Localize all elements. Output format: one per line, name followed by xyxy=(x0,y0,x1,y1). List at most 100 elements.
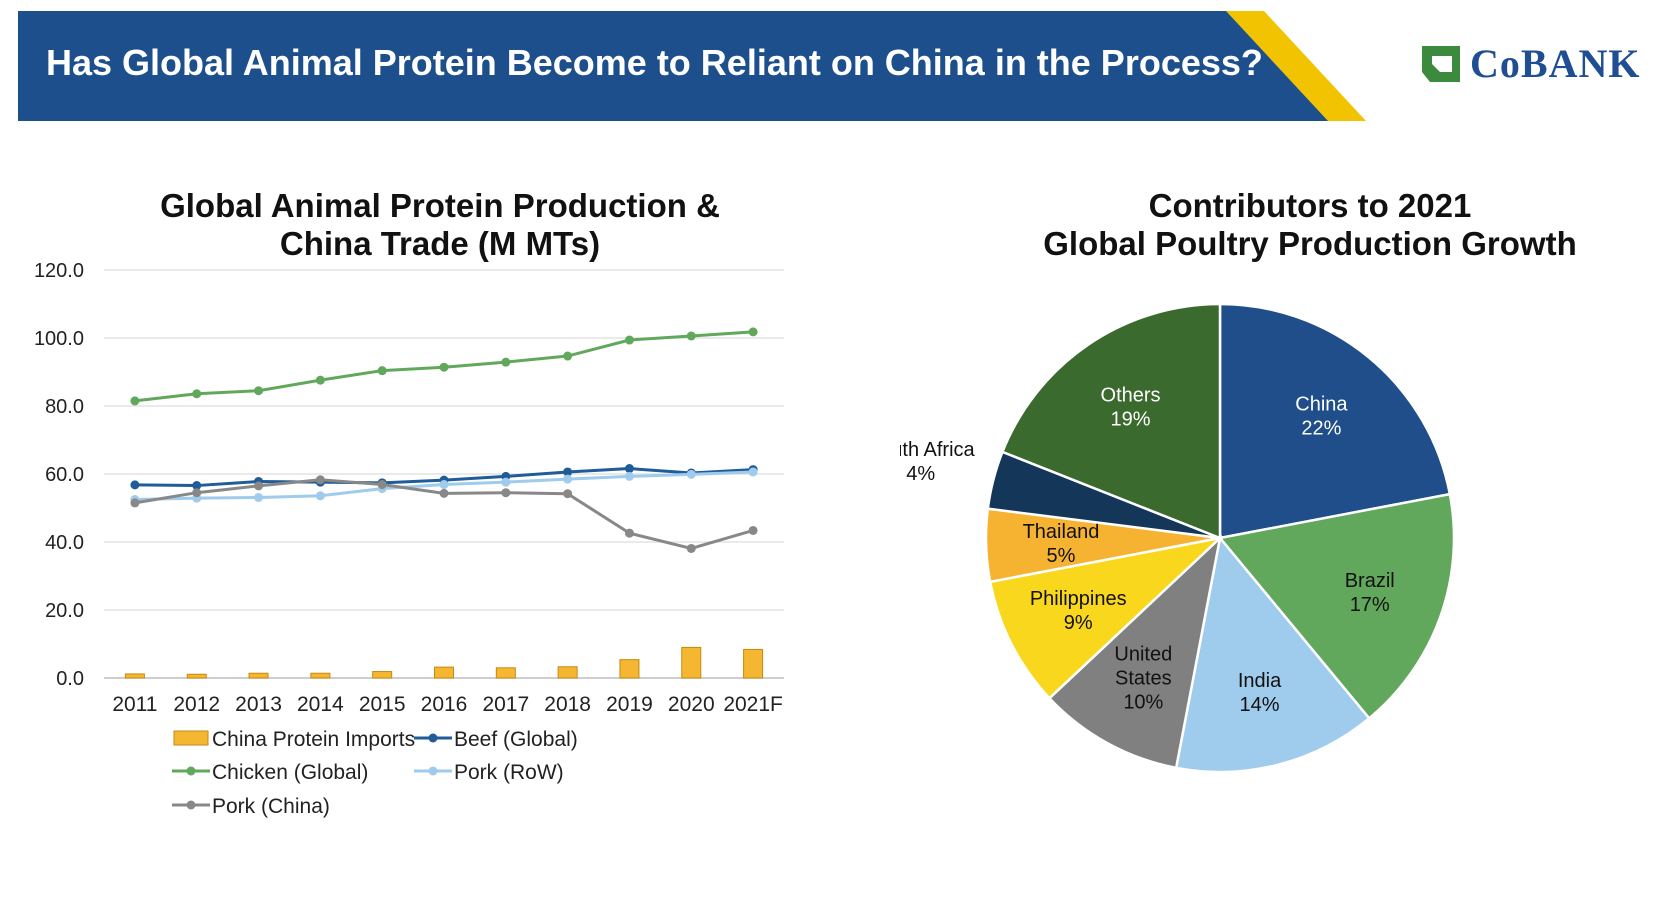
bar-china-protein-imports xyxy=(186,673,207,679)
pie-label-south-africa: South Africa xyxy=(900,439,976,461)
line-chart-title-line1: Global Animal Protein Production & xyxy=(160,187,720,224)
point-chicken-global xyxy=(501,357,511,367)
point-pork-row xyxy=(439,480,449,490)
pie-value-thailand: 5% xyxy=(1047,545,1076,567)
y-tick-label: 20.0 xyxy=(45,600,84,622)
point-beef-global xyxy=(624,464,634,474)
pie-value-china: 22% xyxy=(1301,417,1341,439)
point-pork-china xyxy=(501,488,511,498)
point-pork-row xyxy=(748,467,758,477)
pie-label-india: India xyxy=(1238,670,1282,692)
x-tick-label: 2020 xyxy=(668,693,715,716)
point-chicken-global xyxy=(192,389,202,399)
banner-stripe xyxy=(1218,11,1366,121)
pie-value-united-states: 10% xyxy=(1123,691,1163,713)
pie-value-others: 19% xyxy=(1111,408,1151,430)
legend-marker-chicken-global xyxy=(186,766,196,776)
bar-china-protein-imports xyxy=(681,646,702,679)
point-chicken-global xyxy=(130,396,140,406)
point-chicken-global xyxy=(624,335,634,345)
pie-label-philippines: Philippines xyxy=(1030,588,1127,610)
point-pork-row xyxy=(563,474,573,484)
point-pork-china xyxy=(563,489,573,499)
pie-chart-title-line1: Contributors to 2021 xyxy=(1148,187,1472,224)
point-pork-china xyxy=(748,525,758,535)
point-chicken-global xyxy=(254,386,264,396)
bar-china-protein-imports xyxy=(372,671,393,679)
x-tick-label: 2013 xyxy=(235,693,282,716)
pie-slice-brazil xyxy=(1217,492,1456,721)
banner-shape xyxy=(18,11,1366,121)
title-banner: Has Global Animal Protein Become to Reli… xyxy=(0,0,1676,130)
legend-label-beef-global: Beef (Global) xyxy=(454,728,578,751)
pie-label-united-states: United xyxy=(1114,643,1172,665)
pie-label-thailand: Thailand xyxy=(1023,521,1100,543)
legend-label-pork-row: Pork (RoW) xyxy=(454,761,564,784)
point-pork-row xyxy=(254,492,264,502)
point-beef-global xyxy=(130,480,140,490)
pie-chart-title-line2: Global Poultry Production Growth xyxy=(1043,225,1577,262)
legend-marker-pork-china xyxy=(186,800,196,810)
pie-slice-india xyxy=(1174,535,1371,774)
point-pork-china xyxy=(439,488,449,498)
bar-china-protein-imports xyxy=(434,666,454,679)
point-pork-china xyxy=(192,488,202,498)
y-tick-label: 40.0 xyxy=(45,532,84,554)
point-pork-china xyxy=(377,480,387,490)
point-chicken-global xyxy=(377,366,387,376)
point-chicken-global xyxy=(686,331,696,341)
bar-china-protein-imports xyxy=(310,672,331,679)
legend-label-china-protein-imports: China Protein Imports xyxy=(212,728,415,751)
bar-china-protein-imports xyxy=(495,667,516,679)
legend-marker-beef-global xyxy=(428,733,438,743)
y-tick-label: 0.0 xyxy=(56,668,84,690)
banner-background xyxy=(18,11,1328,121)
point-pork-china xyxy=(254,481,264,491)
pie-slice-united-states xyxy=(1047,534,1222,770)
pie-value-south-africa: 4% xyxy=(906,463,935,485)
brand-name: CoBANK xyxy=(1470,41,1641,86)
legend-marker-pork-row xyxy=(428,766,438,776)
point-beef-global xyxy=(563,467,573,477)
line-chart-title: Global Animal Protein Production & China… xyxy=(100,187,780,263)
x-tick-label: 2011 xyxy=(112,693,157,716)
x-tick-label: 2018 xyxy=(544,693,591,716)
pie-label-brazil: Brazil xyxy=(1345,570,1395,592)
pie-slice-philippines xyxy=(988,535,1224,700)
point-beef-global xyxy=(192,481,202,491)
point-chicken-global xyxy=(748,327,758,337)
bar-china-protein-imports xyxy=(743,648,764,679)
bar-china-protein-imports xyxy=(248,672,269,679)
pie-chart-title: Contributors to 2021 Global Poultry Prod… xyxy=(990,187,1630,263)
legend-label-chicken-global: Chicken (Global) xyxy=(212,761,368,784)
point-chicken-global xyxy=(563,351,573,361)
point-chicken-global xyxy=(315,375,325,385)
legend-label-pork-china: Pork (China) xyxy=(212,795,330,818)
pie-label-china: China xyxy=(1295,393,1348,415)
page-title: Has Global Animal Protein Become to Reli… xyxy=(46,42,1263,83)
pie-value-philippines: 9% xyxy=(1064,612,1093,634)
y-tick-label: 80.0 xyxy=(45,396,84,418)
legend-swatch-china-protein-imports xyxy=(173,730,209,746)
pie-label-others: Others xyxy=(1101,384,1161,406)
pie-value-brazil: 17% xyxy=(1350,594,1390,616)
pie-slice-china xyxy=(1218,302,1452,540)
brand-mark-icon xyxy=(1422,46,1460,82)
point-pork-row xyxy=(686,469,696,479)
bar-china-protein-imports xyxy=(124,673,145,679)
point-pork-row xyxy=(315,491,325,501)
point-pork-row xyxy=(501,477,511,487)
brand-logo: CoBANK xyxy=(1420,36,1676,86)
bar-china-protein-imports xyxy=(557,666,578,679)
x-tick-label: 2016 xyxy=(421,693,468,716)
x-tick-label: 2019 xyxy=(606,693,653,716)
bar-china-protein-imports xyxy=(619,659,640,679)
y-tick-label: 100.0 xyxy=(34,328,84,350)
y-tick-label: 120.0 xyxy=(34,260,84,282)
point-pork-china xyxy=(686,543,696,553)
pie-label-united-states: States xyxy=(1115,667,1172,689)
x-tick-label: 2017 xyxy=(482,693,529,716)
x-tick-label: 2012 xyxy=(173,693,220,716)
line-chart-title-line2: China Trade (M MTs) xyxy=(279,225,601,262)
